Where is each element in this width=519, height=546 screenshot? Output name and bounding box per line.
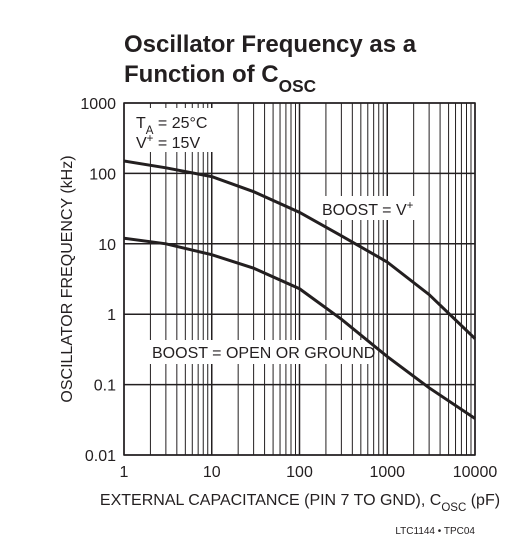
x-axis-label-part: EXTERNAL CAPACITANCE (PIN 7 TO GND), C — [100, 492, 441, 509]
label-bg — [148, 340, 370, 364]
annotation-part: + — [147, 133, 154, 145]
y-tick-label: 1000 — [80, 96, 116, 113]
x-tick-label: 1 — [120, 464, 129, 481]
chart-title-part: Oscillator Frequency as a — [124, 31, 417, 58]
label-bg — [130, 108, 216, 152]
x-tick-label: 10000 — [453, 464, 498, 481]
x-axis-label: EXTERNAL CAPACITANCE (PIN 7 TO GND), COS… — [100, 492, 500, 514]
y-axis-label: OSCILLATOR FREQUENCY (kHz) — [59, 155, 76, 402]
annotation-part: A — [146, 125, 154, 137]
series-line — [123, 236, 476, 420]
note: LTC1144 • TPC04 — [395, 526, 475, 537]
annotation: TA = 25°C — [136, 115, 207, 137]
plot-frame — [123, 102, 476, 456]
chart-title-part: Function of C — [124, 61, 279, 88]
y-tick-label: 100 — [89, 166, 116, 183]
y-tick-label: 1 — [107, 307, 116, 324]
series-label: BOOST = OPEN OR GROUND — [152, 345, 375, 362]
series-label: BOOST = V+ — [322, 200, 414, 219]
y-tick-label: 0.01 — [85, 448, 116, 465]
series-label-part: + — [407, 200, 414, 212]
y-tick-label: 10 — [98, 237, 116, 254]
y-tick-label: 0.1 — [94, 378, 116, 395]
x-axis-label-part: (pF) — [466, 492, 500, 509]
x-tick-label: 10 — [203, 464, 221, 481]
annotation-part: = 25°C — [153, 115, 207, 132]
x-axis-label-part: OSC — [441, 502, 466, 514]
series-label-part: BOOST = OPEN OR GROUND — [152, 345, 375, 362]
x-tick-label: 1000 — [369, 464, 405, 481]
annotation-part: = 15V — [153, 135, 200, 152]
series-line — [123, 159, 477, 340]
x-tick-label: 100 — [286, 464, 313, 481]
label-bg — [318, 196, 418, 220]
chart-title-part: OSC — [279, 76, 316, 96]
annotation: V+ = 15V — [136, 133, 200, 152]
chart-title: Oscillator Frequency as a — [124, 31, 417, 58]
chart-title: Function of COSC — [124, 61, 316, 96]
series-label-part: BOOST = V — [322, 202, 407, 219]
annotation-part: T — [136, 115, 146, 132]
annotation-part: V — [136, 135, 147, 152]
